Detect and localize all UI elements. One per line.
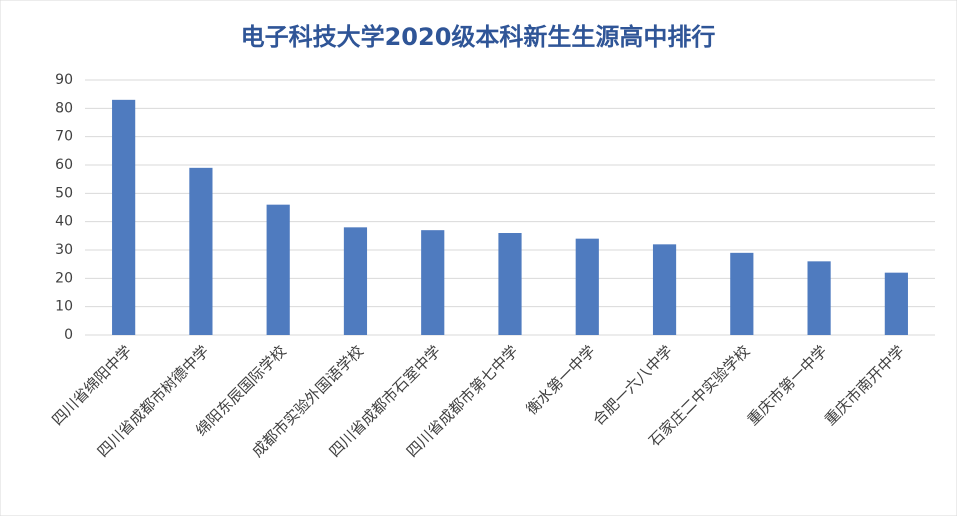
y-tick-label: 0 [64, 327, 73, 343]
y-tick-label: 60 [55, 157, 73, 173]
bar [807, 261, 831, 335]
bar [343, 227, 368, 335]
y-tick-label: 40 [55, 214, 73, 230]
bar [884, 272, 908, 335]
bar [421, 230, 445, 335]
y-tick-label: 50 [55, 185, 73, 201]
bar [575, 238, 599, 335]
y-tick-label: 80 [55, 100, 73, 116]
y-tick-label: 70 [55, 129, 73, 145]
y-tick-label: 20 [55, 270, 73, 286]
bar [189, 167, 213, 335]
chart-title: 电子科技大学2020级本科新生生源高中排行 [241, 23, 716, 51]
y-tick-label: 30 [55, 242, 73, 258]
bar [112, 99, 136, 335]
y-tick-label: 90 [55, 72, 73, 88]
bar [730, 252, 754, 335]
bar [652, 244, 677, 335]
y-tick-label: 10 [55, 299, 73, 315]
bar [498, 233, 522, 335]
bar [266, 204, 290, 335]
